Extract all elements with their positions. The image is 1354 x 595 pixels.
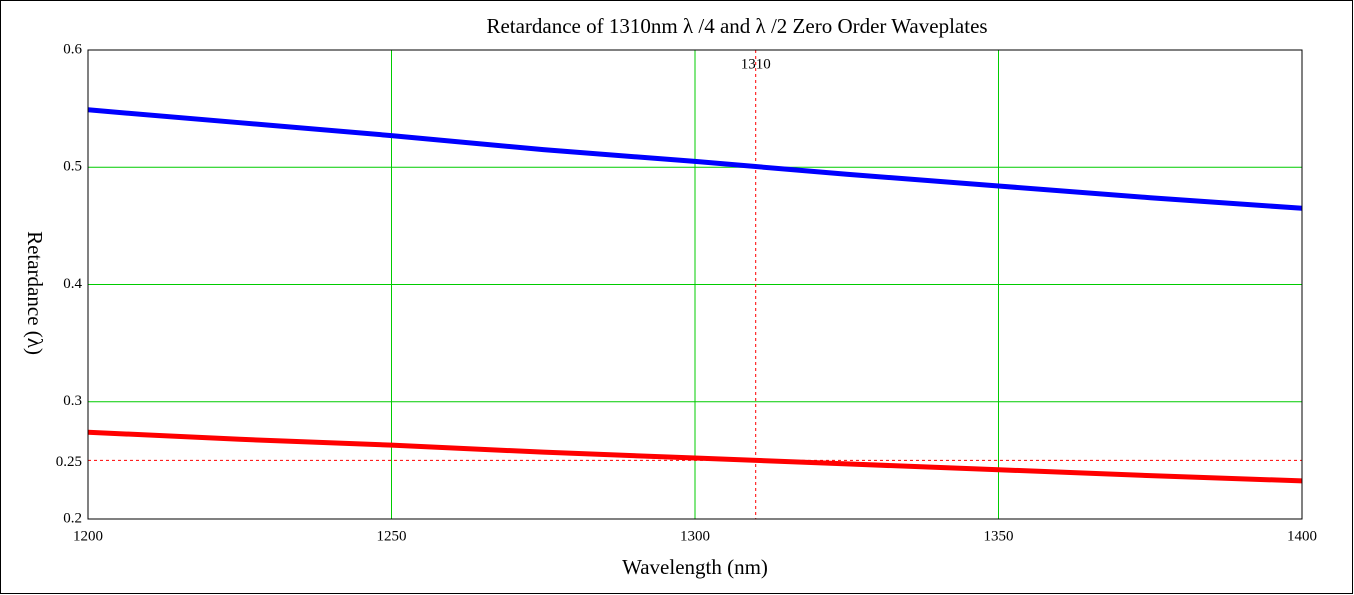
y-tick-label: 0.3 (63, 393, 82, 409)
data-line (87, 107, 1303, 211)
marker-label: 1310 (741, 56, 771, 72)
plot-frame (87, 49, 1303, 520)
y-tick-label: 0.6 (63, 41, 82, 57)
x-axis-title: Wavelength (nm) (622, 555, 768, 579)
x-tick-label: 1250 (377, 528, 407, 544)
x-tick-label: 1350 (984, 528, 1014, 544)
x-tick-label: 1200 (73, 528, 103, 544)
chart-title: Retardance of 1310nm λ /4 and λ /2 Zero … (486, 14, 987, 38)
marker-label: 0.25 (56, 454, 82, 470)
data-line (87, 429, 1303, 484)
y-tick-label: 0.2 (63, 510, 82, 526)
y-tick-label: 0.4 (63, 276, 82, 292)
x-tick-label: 1400 (1287, 528, 1317, 544)
x-tick-label: 1300 (680, 528, 710, 544)
y-tick-label: 0.5 (63, 159, 82, 175)
y-axis-title: Retardance (λ) (23, 231, 47, 355)
